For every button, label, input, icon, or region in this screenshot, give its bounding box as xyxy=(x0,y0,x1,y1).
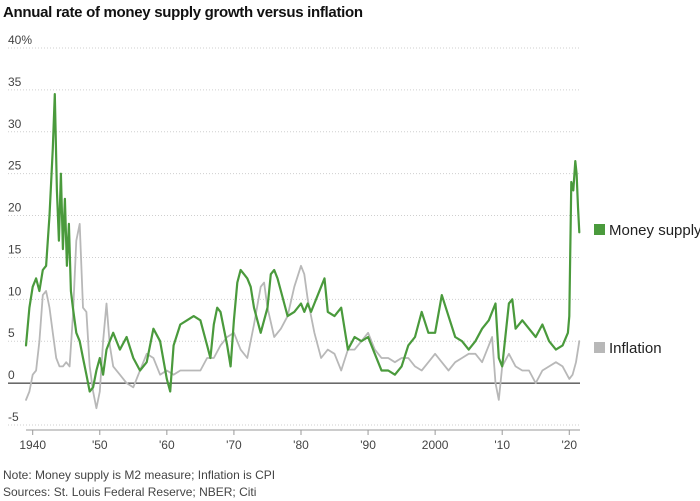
x-tick-label: '60 xyxy=(159,438,175,452)
x-axis: 1940 '50 '60 '70 '80 '90 2000 '10 '20 xyxy=(19,429,580,452)
y-tick-label: 15 xyxy=(8,242,22,256)
y-tick-label: 20 xyxy=(8,201,22,215)
y-tick-label: 40% xyxy=(8,33,32,47)
x-tick-label: '20 xyxy=(561,438,577,452)
y-tick-label: -5 xyxy=(8,410,19,424)
series-lines xyxy=(24,92,581,410)
inflation-line xyxy=(25,222,581,410)
chart-title: Annual rate of money supply growth versu… xyxy=(3,4,363,21)
y-tick-label: 25 xyxy=(8,159,22,173)
note-text: Note: Money supply is M2 measure; Inflat… xyxy=(3,468,276,482)
legend: Money supply Inflation xyxy=(594,222,700,357)
x-tick-label: '90 xyxy=(360,438,376,452)
x-tick-label: '50 xyxy=(92,438,108,452)
y-tick-label: 35 xyxy=(8,75,22,89)
x-tick-label: 1940 xyxy=(19,438,46,452)
gridlines xyxy=(8,47,580,426)
money-supply-legend-swatch xyxy=(594,224,605,235)
x-tick-label: '80 xyxy=(293,438,309,452)
money-supply-line xyxy=(24,92,581,393)
y-tick-label: 10 xyxy=(8,284,22,298)
y-axis-tick-labels: -5 0 5 10 15 20 25 30 35 40% xyxy=(8,33,32,424)
x-tick-label: 2000 xyxy=(422,438,449,452)
y-tick-label: 30 xyxy=(8,117,22,131)
inflation-legend-label: Inflation xyxy=(609,340,662,357)
x-tick-label: '10 xyxy=(494,438,510,452)
x-tick-label: '70 xyxy=(226,438,242,452)
money-supply-legend-label: Money supply xyxy=(609,222,700,239)
y-tick-label: 5 xyxy=(8,326,15,340)
inflation-legend-swatch xyxy=(594,342,605,353)
y-tick-label: 0 xyxy=(8,368,15,382)
sources-text: Sources: St. Louis Federal Reserve; NBER… xyxy=(3,485,257,499)
